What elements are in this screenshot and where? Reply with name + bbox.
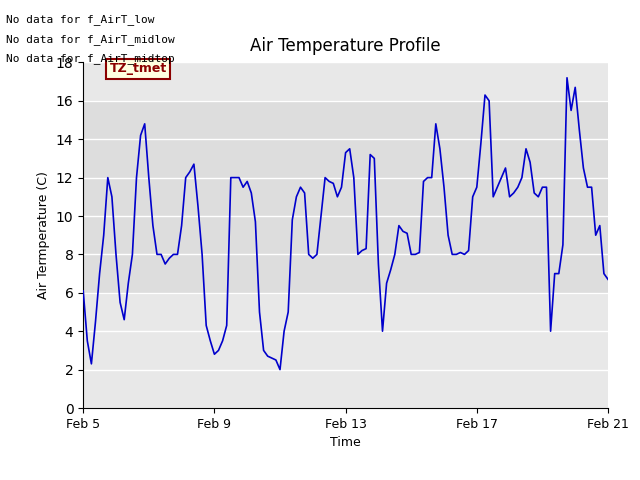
Title: Air Temperature Profile: Air Temperature Profile	[250, 37, 441, 55]
Y-axis label: Air Termperature (C): Air Termperature (C)	[37, 171, 50, 299]
Text: No data for f_AirT_low: No data for f_AirT_low	[6, 14, 155, 25]
Text: No data for f_AirT_midlow: No data for f_AirT_midlow	[6, 34, 175, 45]
Bar	[83, 101, 608, 293]
Text: No data for f_AirT_midtop: No data for f_AirT_midtop	[6, 53, 175, 64]
X-axis label: Time: Time	[330, 436, 361, 449]
Text: TZ_tmet: TZ_tmet	[109, 62, 166, 75]
